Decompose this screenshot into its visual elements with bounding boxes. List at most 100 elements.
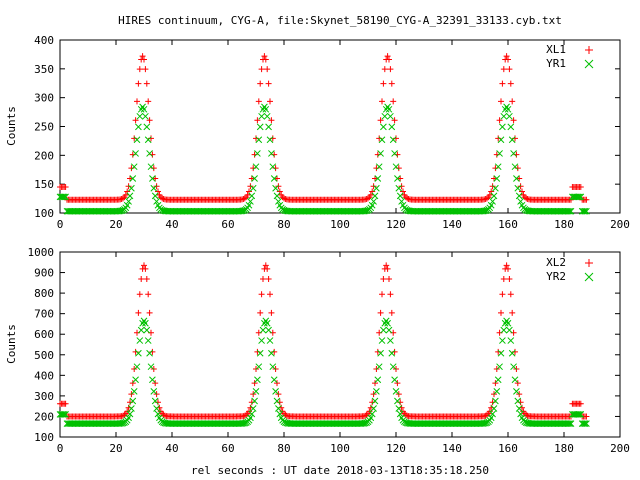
y-tick-label: 800 bbox=[34, 287, 54, 300]
data-point bbox=[262, 56, 269, 63]
data-point bbox=[142, 319, 149, 327]
data-point bbox=[258, 66, 265, 73]
data-point bbox=[137, 326, 145, 334]
x-tick-label: 0 bbox=[57, 442, 64, 455]
data-point bbox=[149, 376, 156, 384]
data-point bbox=[517, 183, 524, 190]
data-point bbox=[509, 98, 516, 105]
x-tick-label: 100 bbox=[330, 218, 350, 231]
data-point bbox=[247, 183, 254, 190]
data-point bbox=[395, 184, 403, 192]
lower-panel: 0 20 40 60 80 100 120 140 160 180 200 100 200 300 400 5… bbox=[5, 246, 630, 455]
data-point bbox=[268, 349, 275, 357]
data-point bbox=[125, 198, 132, 205]
data-point bbox=[515, 405, 523, 412]
data-point bbox=[497, 136, 505, 144]
x-tick-label: 80 bbox=[277, 442, 290, 455]
upper-legend: XL1 YR1 bbox=[546, 43, 594, 70]
data-point bbox=[252, 387, 260, 395]
data-point bbox=[248, 410, 256, 418]
data-point bbox=[133, 363, 141, 371]
data-point bbox=[398, 183, 405, 190]
data-point bbox=[368, 201, 376, 209]
data-point bbox=[511, 376, 519, 384]
data-point bbox=[126, 410, 134, 418]
data-point bbox=[138, 275, 145, 282]
x-tick-label: 200 bbox=[610, 442, 630, 455]
data-point bbox=[265, 326, 272, 334]
x-tick-label: 20 bbox=[109, 442, 122, 455]
data-point bbox=[511, 163, 519, 171]
x-tick-label: 180 bbox=[554, 442, 574, 455]
data-point bbox=[370, 183, 377, 190]
data-point bbox=[381, 66, 388, 73]
data-point bbox=[257, 309, 264, 316]
data-point bbox=[496, 363, 503, 371]
data-point bbox=[262, 105, 270, 113]
data-point bbox=[492, 184, 499, 192]
x-tick-label: 160 bbox=[498, 442, 518, 455]
data-point bbox=[489, 410, 496, 418]
data-point bbox=[251, 175, 258, 182]
data-point bbox=[59, 193, 67, 201]
data-point bbox=[517, 410, 524, 418]
x-tick-label: 200 bbox=[610, 218, 630, 231]
data-point bbox=[514, 397, 522, 405]
data-point bbox=[133, 136, 141, 144]
data-point bbox=[583, 196, 590, 203]
data-point bbox=[523, 195, 530, 202]
data-point bbox=[380, 326, 387, 334]
data-point bbox=[252, 163, 260, 171]
data-point bbox=[378, 337, 386, 344]
data-point bbox=[272, 387, 279, 395]
data-point bbox=[500, 326, 508, 334]
data-point bbox=[386, 275, 392, 282]
data-point bbox=[386, 56, 392, 63]
data-point bbox=[390, 98, 397, 105]
upper-ticks: 0 20 40 60 80 100 120 140 160 180 200 100 150 200 250 3… bbox=[34, 34, 630, 231]
data-point bbox=[135, 80, 142, 87]
data-point bbox=[391, 150, 398, 157]
x-tick-label: 60 bbox=[221, 218, 234, 231]
data-point bbox=[396, 410, 404, 418]
data-point bbox=[371, 192, 379, 200]
data-point bbox=[249, 405, 257, 412]
series-xl1 bbox=[57, 53, 590, 203]
data-point bbox=[493, 175, 501, 182]
data-point bbox=[146, 117, 153, 124]
upper-plot-frame bbox=[59, 39, 621, 214]
data-point bbox=[507, 123, 515, 131]
data-point bbox=[265, 80, 272, 87]
data-point bbox=[389, 363, 397, 371]
data-point bbox=[387, 66, 394, 73]
data-point bbox=[135, 309, 142, 316]
data-point bbox=[577, 184, 584, 191]
data-point bbox=[379, 98, 385, 105]
data-point bbox=[150, 387, 158, 395]
data-point bbox=[391, 376, 398, 384]
x-tick-label: 120 bbox=[386, 218, 406, 231]
data-point bbox=[258, 291, 265, 298]
data-point bbox=[263, 112, 271, 120]
data-point bbox=[375, 163, 383, 171]
data-point bbox=[367, 191, 374, 198]
data-point bbox=[489, 198, 496, 205]
data-point bbox=[504, 319, 512, 327]
data-point bbox=[499, 337, 506, 344]
y-tick-label: 500 bbox=[34, 349, 54, 362]
data-point bbox=[143, 326, 151, 334]
data-point bbox=[275, 405, 282, 412]
data-point bbox=[130, 163, 138, 171]
data-point bbox=[144, 136, 152, 144]
y-tick-label: 1000 bbox=[28, 246, 55, 259]
data-point bbox=[496, 150, 503, 157]
series-xl2 bbox=[57, 262, 590, 420]
data-point bbox=[273, 397, 281, 405]
data-point bbox=[266, 136, 274, 144]
data-point bbox=[149, 175, 156, 182]
data-point bbox=[144, 337, 152, 344]
data-point bbox=[368, 410, 376, 418]
data-point bbox=[145, 98, 152, 105]
data-point bbox=[510, 150, 517, 157]
legend-marker-xl1 bbox=[585, 46, 593, 54]
